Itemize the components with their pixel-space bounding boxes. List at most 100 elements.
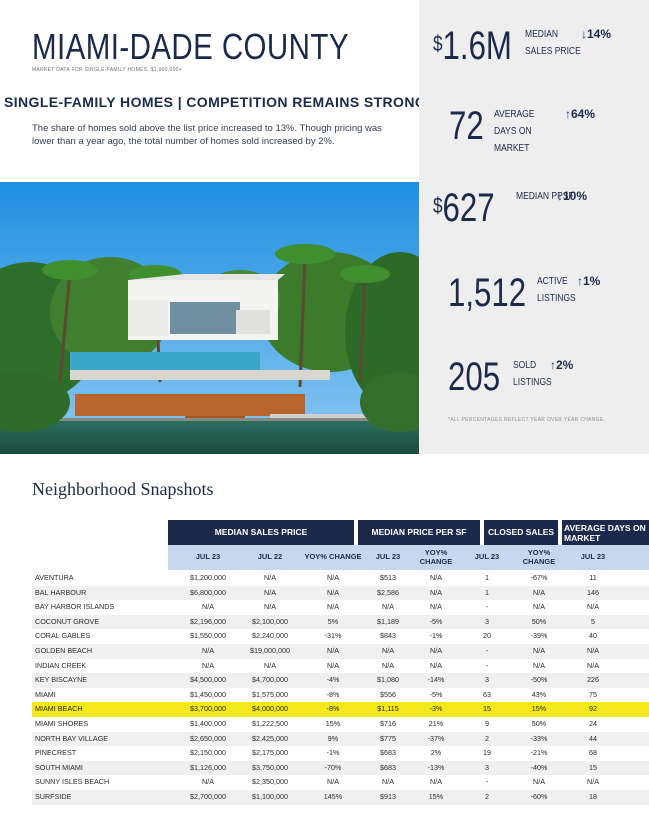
stat-label: ACTIVE LISTINGS	[537, 276, 576, 304]
table-cell: $4,000,000	[252, 704, 288, 714]
neighborhood-name: KEY BISCAYNE	[35, 675, 88, 685]
table-cell: N/A	[587, 646, 599, 655]
table-cell: N/A	[327, 660, 339, 670]
table-cell: -8%	[326, 704, 340, 714]
subheader-jul23: JUL 23	[375, 552, 401, 562]
table-cell: N/A	[202, 646, 214, 655]
table-cell: $2,700,000	[190, 792, 226, 801]
neighborhood-name: BAL HARBOUR	[35, 587, 87, 597]
table-cell: -4%	[326, 675, 340, 685]
neighborhood-name: INDIAN CREEK	[35, 660, 87, 670]
table-cell: 63	[483, 689, 491, 699]
table-cell: 21%	[428, 719, 444, 728]
stat-median-ppsf: $627 MEDIAN PPSF ↓10%	[419, 188, 649, 248]
table-row: MIAMI BEACH $3,700,000 $4,000,000 -8% $1,115…	[32, 702, 649, 717]
table-cell: N/A	[327, 573, 339, 582]
table-cell: $556	[380, 689, 396, 699]
neighborhood-name: SOUTH MIAMI	[35, 762, 83, 772]
table-cell: 15%	[325, 719, 341, 728]
subheader-jul22: JUL 22	[257, 552, 283, 562]
table-cell: $19,000,000	[250, 646, 290, 655]
table-cell: $1,100,000	[252, 792, 288, 801]
table-cell: 50%	[531, 719, 547, 728]
table-cell: $2,175,000	[252, 748, 288, 758]
group-closed-sales: CLOSED SALES	[484, 520, 558, 545]
table-cell: $1,080	[377, 675, 399, 685]
stat-average-days-on-market: 72 AVERAGE DAYS ON MARKET ↑64%	[419, 106, 649, 166]
table-cell: N/A	[430, 573, 442, 582]
neighborhood-name: SURFSIDE	[35, 792, 72, 801]
table-cell: $1,450,000	[190, 689, 226, 699]
table-row: PINECREST $2,150,000 $2,175,000 -1% $683 2% 19…	[32, 746, 649, 761]
table-row: MIAMI SHORES $1,400,000 $1,222,500 15% $716 2…	[32, 717, 649, 732]
stats-footnote: *ALL PERCENTAGES REFLECT YEAR OVER YEAR …	[448, 417, 606, 423]
neighborhood-name: BAY HARBOR ISLANDS	[35, 602, 115, 612]
table-cell: N/A	[587, 777, 599, 787]
arrow-up-icon: ↑	[577, 274, 583, 288]
neighborhood-snapshots-title: Neighborhood Snapshots	[32, 479, 214, 499]
table-cell: $2,150,000	[190, 748, 226, 758]
table-cell: -5%	[429, 689, 443, 699]
table-cell: N/A	[430, 602, 442, 612]
table-cell: N/A	[264, 660, 276, 670]
neighborhood-name: PINECREST	[35, 748, 77, 758]
table-cell: N/A	[430, 646, 442, 655]
table-cell: -	[485, 602, 489, 612]
table-cell: 1	[485, 573, 489, 582]
subheader-yoy: YOY% CHANGE	[522, 548, 556, 566]
table-cell: N/A	[533, 646, 545, 655]
table-row: MIAMI $1,450,000 $1,575,000 -8% $556 -5% 63 43%…	[32, 688, 649, 703]
neighborhood-name: SUNNY ISLES BEACH	[35, 777, 110, 787]
table-cell: 9	[485, 719, 489, 728]
table-cell: N/A	[430, 587, 442, 597]
table-cell: $1,189	[377, 616, 399, 626]
table-cell: 1	[485, 587, 489, 597]
table-cell: $683	[380, 762, 396, 772]
group-divider	[558, 520, 562, 545]
group-average-days-on-market: AVERAGE DAYS ON MARKET	[562, 520, 649, 545]
table-cell: 2	[485, 792, 489, 801]
table-cell: -21%	[530, 748, 548, 758]
table-cell: 15%	[428, 792, 444, 801]
arrow-down-icon: ↓	[557, 189, 563, 203]
stat-change: ↑2%	[550, 358, 574, 372]
group-divider	[354, 520, 358, 545]
table-cell: 3	[485, 762, 489, 772]
table-cell: 18	[589, 792, 597, 801]
table-cell: 75	[589, 689, 597, 699]
table-cell: 40	[589, 631, 597, 641]
table-cell: -70%	[324, 762, 342, 772]
stat-median-sales-price: $1.6M MEDIAN SALES PRICE ↓14%	[419, 26, 649, 86]
county-subtitle: MARKET DATA FOR SINGLE-FAMILY HOMES, $1,…	[32, 67, 182, 73]
table-cell: $775	[380, 733, 396, 743]
table-cell: $2,100,000	[252, 616, 288, 626]
arrow-up-icon: ↑	[565, 107, 571, 121]
table-cell: 24	[589, 719, 597, 728]
table-cell: N/A	[264, 573, 276, 582]
table-cell: 43%	[531, 689, 547, 699]
table-cell: N/A	[202, 660, 214, 670]
table-cell: -	[485, 777, 489, 787]
neighborhood-table: MEDIAN SALES PRICE MEDIAN PRICE PER SF C…	[0, 520, 649, 828]
table-cell: 15	[589, 762, 597, 772]
table-cell: -	[485, 660, 489, 670]
table-cell: $513	[380, 573, 396, 582]
table-cell: $4,700,000	[252, 675, 288, 685]
arrow-up-icon: ↑	[550, 358, 556, 372]
group-divider	[480, 520, 484, 545]
table-cell: 20	[483, 631, 491, 641]
table-cell: 5	[591, 616, 595, 626]
table-row: CORAL GABLES $1,550,000 $2,240,000 -31% $843…	[32, 629, 649, 644]
table-cell: -	[485, 646, 489, 655]
table-cell: 92	[589, 704, 597, 714]
table-row: SURFSIDE $2,700,000 $1,100,000 145% $913 15% 2…	[32, 790, 649, 805]
table-cell: N/A	[327, 587, 339, 597]
table-cell: 2	[485, 733, 489, 743]
header-section: MIAMI-DADE COUNTY MARKET DATA FOR SINGLE…	[0, 0, 426, 182]
table-row: NORTH BAY VILLAGE $2,650,000 $2,425,000 9% $…	[32, 731, 649, 747]
stat-change: ↑1%	[577, 274, 601, 288]
table-cell: N/A	[533, 660, 545, 670]
stat-value: $1.6M	[433, 24, 512, 68]
subheader-jul23: JUL 23	[195, 552, 221, 562]
table-cell: -14%	[427, 675, 445, 685]
